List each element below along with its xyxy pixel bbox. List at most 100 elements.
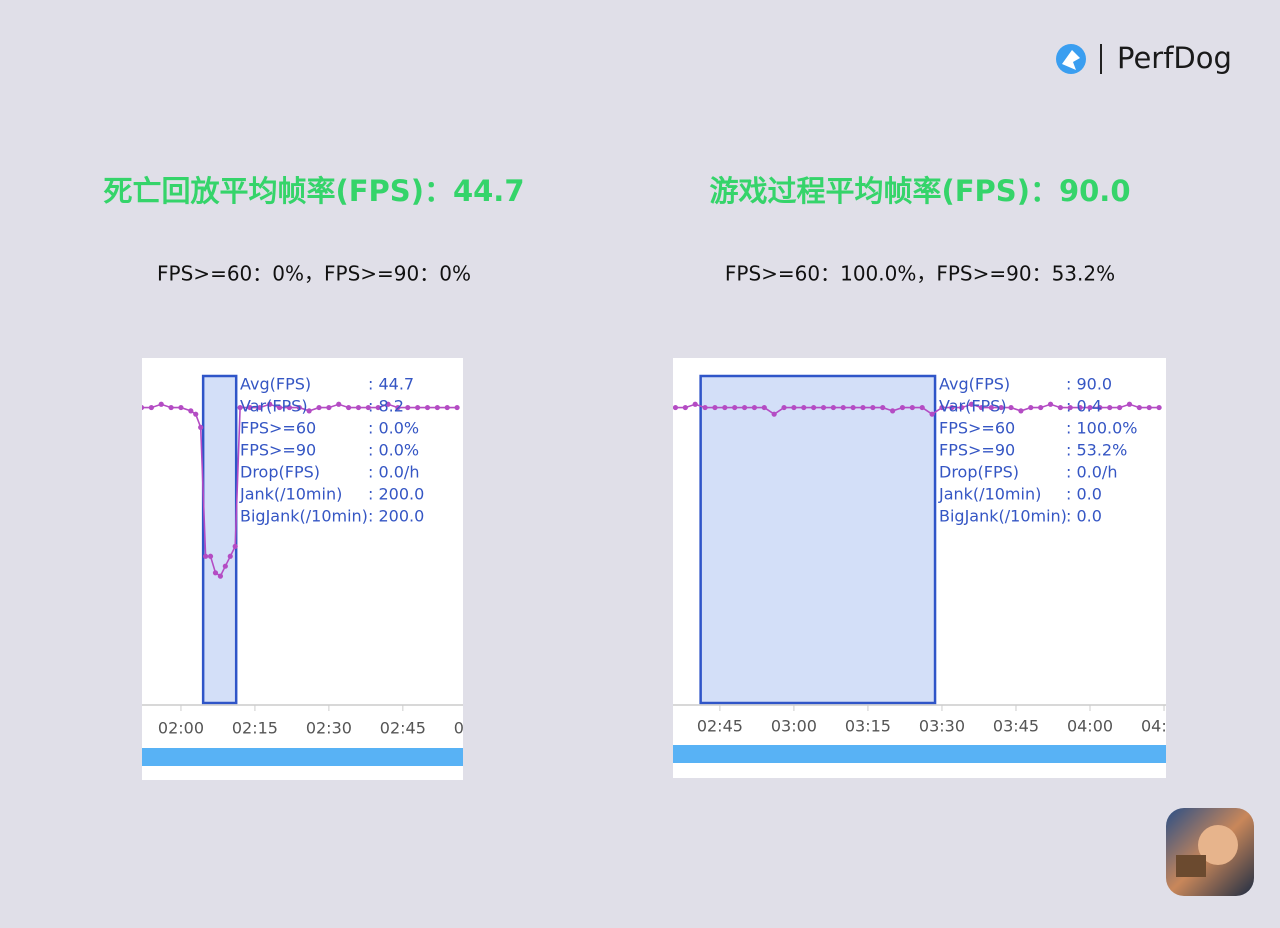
scrollbar <box>142 748 463 766</box>
fps-point <box>444 404 450 411</box>
fps-point <box>1117 404 1123 411</box>
fps-point <box>850 404 856 411</box>
x-tick-label: 04:00 <box>1067 717 1113 736</box>
fps-point <box>1067 404 1073 411</box>
fps-point <box>801 404 807 411</box>
stat-value: : 0.0 <box>1066 485 1102 504</box>
fps-point <box>968 401 975 407</box>
x-tick-label: 02:45 <box>697 717 743 736</box>
fps-point <box>237 404 243 411</box>
fps-point <box>751 404 758 411</box>
fps-point <box>1047 401 1054 407</box>
fps-point <box>346 404 352 411</box>
fps-point <box>296 404 302 411</box>
fps-point <box>1136 404 1142 411</box>
x-tick-label: 02:15 <box>232 719 278 738</box>
stat-label: FPS>=90 <box>240 441 316 460</box>
fps-point <box>899 404 906 411</box>
fps-point <box>1008 404 1014 411</box>
x-tick-label: 03:30 <box>919 717 965 736</box>
fps-point <box>1018 408 1024 414</box>
fps-point <box>227 553 233 559</box>
selection <box>699 374 937 705</box>
chart-panel: 02:00 02:15 02:30 02:45 03:00 Avg(FPS): 44.7 V… <box>142 358 500 780</box>
x-tick-label: 02:30 <box>306 719 352 738</box>
fps-point <box>198 424 204 430</box>
stat-label: Drop(FPS) <box>939 463 1019 482</box>
fps-point <box>1077 404 1083 411</box>
panel-subtitle: FPS>=60：100.0%，FPS>=90：53.2% <box>725 262 1115 286</box>
chart-panel: 02:45 03:00 03:15 03:30 03:45 04:00 04:15 Avg(F… <box>673 358 1187 778</box>
fps-point <box>791 404 797 411</box>
stat-value: : 44.7 <box>368 375 414 394</box>
fps-point <box>870 404 876 411</box>
stat-value: : 0.0% <box>368 441 419 460</box>
panel-title: 死亡回放平均帧率(FPS)：44.7 <box>103 174 524 208</box>
fps-point <box>405 404 411 411</box>
avatar <box>1166 808 1254 896</box>
fps-point <box>959 404 965 411</box>
fps-point <box>1146 404 1152 411</box>
x-tick-label: 03:00 <box>771 717 817 736</box>
fps-point <box>207 553 214 559</box>
fps-point <box>1057 404 1063 411</box>
fps-point <box>880 404 886 411</box>
fps-point <box>1028 404 1034 411</box>
fps-point <box>424 404 431 411</box>
stat-label: FPS>=60 <box>240 419 316 438</box>
fps-point <box>1097 404 1103 411</box>
stat-value: : 53.2% <box>1066 441 1127 460</box>
fps-point <box>761 404 767 411</box>
stat-label: Avg(FPS) <box>939 375 1010 394</box>
x-tick-label: 03:00 <box>454 719 500 738</box>
fps-point <box>257 404 263 411</box>
stat-label: FPS>=90 <box>939 441 1015 460</box>
fps-point <box>434 404 440 411</box>
fps-point <box>306 408 312 414</box>
selection <box>201 374 238 705</box>
stat-label: BigJank(/10min) <box>240 507 368 526</box>
fps-point <box>919 404 925 411</box>
fps-point <box>212 570 219 576</box>
stat-label: FPS>=60 <box>939 419 1015 438</box>
fps-point <box>840 404 846 411</box>
stat-label: Var(FPS) <box>939 397 1007 416</box>
stat-value: : 100.0% <box>1066 419 1137 438</box>
stat-value: : 0.0/h <box>368 463 419 482</box>
panel-bg <box>142 358 463 780</box>
fps-point <box>1038 404 1044 411</box>
stat-label: Jank(/10min) <box>938 485 1041 504</box>
fps-point <box>286 404 293 411</box>
x-tick-label: 04:15 <box>1141 717 1187 736</box>
fps-point <box>276 404 283 411</box>
panel-subtitle: FPS>=60：0%，FPS>=90：0% <box>157 262 471 286</box>
stat-value: : 0.4 <box>1066 397 1102 416</box>
game-icon-prop <box>1176 855 1206 877</box>
stat-value: : 200.0 <box>368 507 424 526</box>
fps-point <box>978 404 985 411</box>
fps-point <box>336 401 342 407</box>
fps-point <box>860 404 866 411</box>
fps-point <box>148 404 154 411</box>
fps-point <box>673 404 679 411</box>
stat-value: : 0.0% <box>368 419 419 438</box>
game-icon-face <box>1198 825 1238 865</box>
panel-title: 游戏过程平均帧率(FPS)：90.0 <box>709 174 1130 208</box>
fps-point <box>929 411 935 417</box>
fps-point <box>454 404 460 411</box>
fps-point <box>142 405 145 411</box>
fps-point <box>741 404 748 411</box>
x-tick-label: 02:00 <box>158 719 204 738</box>
fps-point <box>222 563 228 569</box>
fps-point <box>820 404 827 411</box>
fps-point <box>267 401 273 407</box>
fps-point <box>702 404 708 411</box>
fps-point <box>722 404 728 411</box>
fps-point <box>781 404 787 411</box>
fps-point <box>732 404 738 411</box>
stat-value: : 200.0 <box>368 485 424 504</box>
fps-point <box>1156 404 1162 411</box>
fps-point <box>988 404 994 411</box>
fps-point <box>771 411 777 417</box>
fps-point <box>178 404 184 411</box>
